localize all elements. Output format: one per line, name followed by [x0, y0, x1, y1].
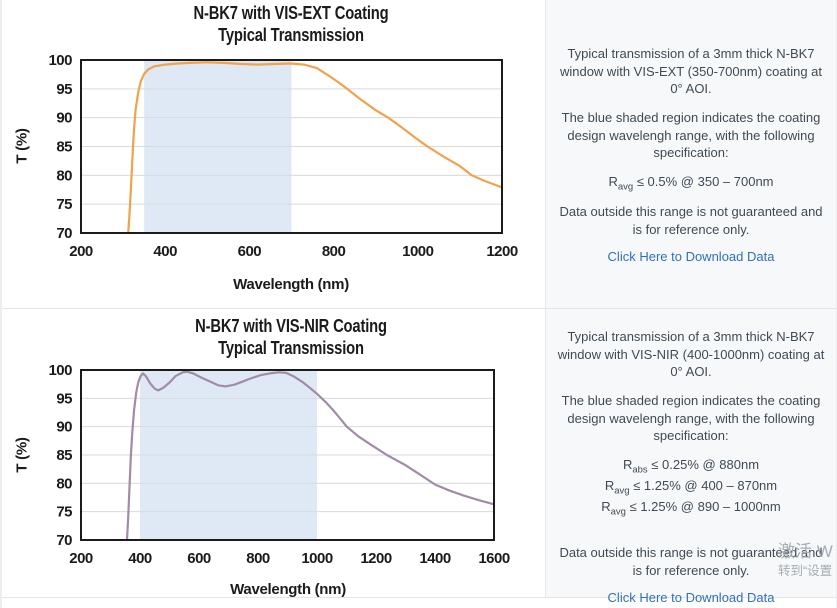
description-text: Typical transmission of a 3mm thick N-BK…: [557, 329, 825, 380]
y-tick-label: 85: [56, 139, 72, 156]
y-tick-label: 70: [56, 532, 72, 549]
x-axis-label: Wavelength (nm): [233, 276, 349, 293]
transmission-curve: [125, 370, 496, 542]
y-tick-label: 80: [56, 475, 72, 492]
disclaimer-text: Data outside this range is not guarantee…: [559, 545, 823, 579]
x-tick-label: 1200: [360, 550, 392, 567]
info-panel-vis-nir: Typical transmission of a 3mm thick N-BK…: [546, 309, 836, 605]
y-tick-label: 95: [56, 390, 72, 407]
plot-border: [80, 369, 495, 541]
chart-panel-vis-nir: N-BK7 with VIS-NIR Coating Typical Trans…: [2, 309, 546, 598]
x-tick-label: 800: [246, 550, 270, 567]
y-tick-label: 100: [48, 362, 72, 379]
x-tick-label: 1200: [486, 243, 518, 260]
y-tick-label: 80: [56, 167, 72, 184]
transmission-chart-vis-ext: 200 400 600 800 1000 1200 70 75 80 85 90 95 100: [48, 52, 518, 260]
spec-line: Ravg ≤ 1.25% @ 400 – 870nm: [604, 478, 778, 497]
disclaimer-text: Data outside this range is not guarantee…: [559, 204, 823, 237]
chart-title: N-BK7 with VIS-NIR Coating: [195, 316, 387, 336]
x-tick-label: 1400: [419, 550, 451, 567]
y-tick-label: 90: [56, 419, 72, 436]
download-data-link[interactable]: Click Here to Download Data: [607, 248, 775, 264]
chart-panel-vis-ext: N-BK7 with VIS-EXT Coating Typical Trans…: [2, 0, 546, 308]
spec-lines: Ravg ≤ 0.5% @ 350 – 700nm: [556, 173, 826, 194]
x-tick-label: 400: [128, 550, 152, 567]
chart-title: N-BK7 with VIS-EXT Coating: [193, 3, 389, 23]
y-tick-label: 85: [56, 447, 72, 464]
spec-line: Rabs ≤ 0.25% @ 880nm: [622, 457, 760, 476]
x-tick-label: 1000: [301, 550, 333, 567]
x-tick-label: 200: [69, 243, 93, 260]
download-data-link[interactable]: Click Here to Download Data: [607, 589, 775, 605]
section-vis-nir: N-BK7 with VIS-NIR Coating Typical Trans…: [2, 309, 836, 605]
chart-subtitle: Typical Transmission: [218, 25, 364, 45]
shaded-region-note: The blue shaded region indicates the coa…: [561, 393, 821, 444]
x-tick-label: 1600: [478, 550, 510, 567]
x-tick-label: 400: [153, 243, 177, 260]
x-tick-label: 600: [187, 550, 211, 567]
x-tick-label: 1000: [402, 243, 434, 260]
plot-border: [80, 59, 503, 234]
y-tick-label: 75: [56, 196, 72, 213]
x-tick-label: 600: [238, 243, 262, 260]
x-tick-label: 200: [69, 550, 93, 567]
section-vis-ext: N-BK7 with VIS-EXT Coating Typical Trans…: [2, 0, 836, 309]
spec-lines: Rabs ≤ 0.25% @ 880nm Ravg ≤ 1.25% @ 400 –…: [556, 456, 826, 519]
spec-line: Ravg ≤ 0.5% @ 350 – 700nm: [608, 174, 774, 193]
y-tick-label: 70: [56, 225, 72, 242]
y-tick-label: 75: [56, 504, 72, 521]
description-text: Typical transmission of a 3mm thick N-BK…: [559, 46, 823, 97]
x-axis-label: Wavelength (nm): [230, 581, 346, 598]
y-tick-label: 95: [56, 81, 72, 98]
transmission-curve: [127, 61, 504, 235]
transmission-chart-vis-nir: 200 400 600 800 1000 1200 1400 1600 70 75 80 85 90 95…: [48, 362, 510, 567]
spec-line: Ravg ≤ 1.25% @ 890 – 1000nm: [601, 499, 781, 518]
y-tick-label: 90: [56, 110, 72, 127]
y-tick-label: 100: [48, 52, 72, 69]
shaded-region-note: The blue shaded region indicates the coa…: [561, 110, 821, 161]
chart-subtitle: Typical Transmission: [218, 338, 364, 358]
x-tick-label: 800: [322, 243, 346, 260]
info-panel-vis-ext: Typical transmission of a 3mm thick N-BK…: [546, 0, 836, 308]
